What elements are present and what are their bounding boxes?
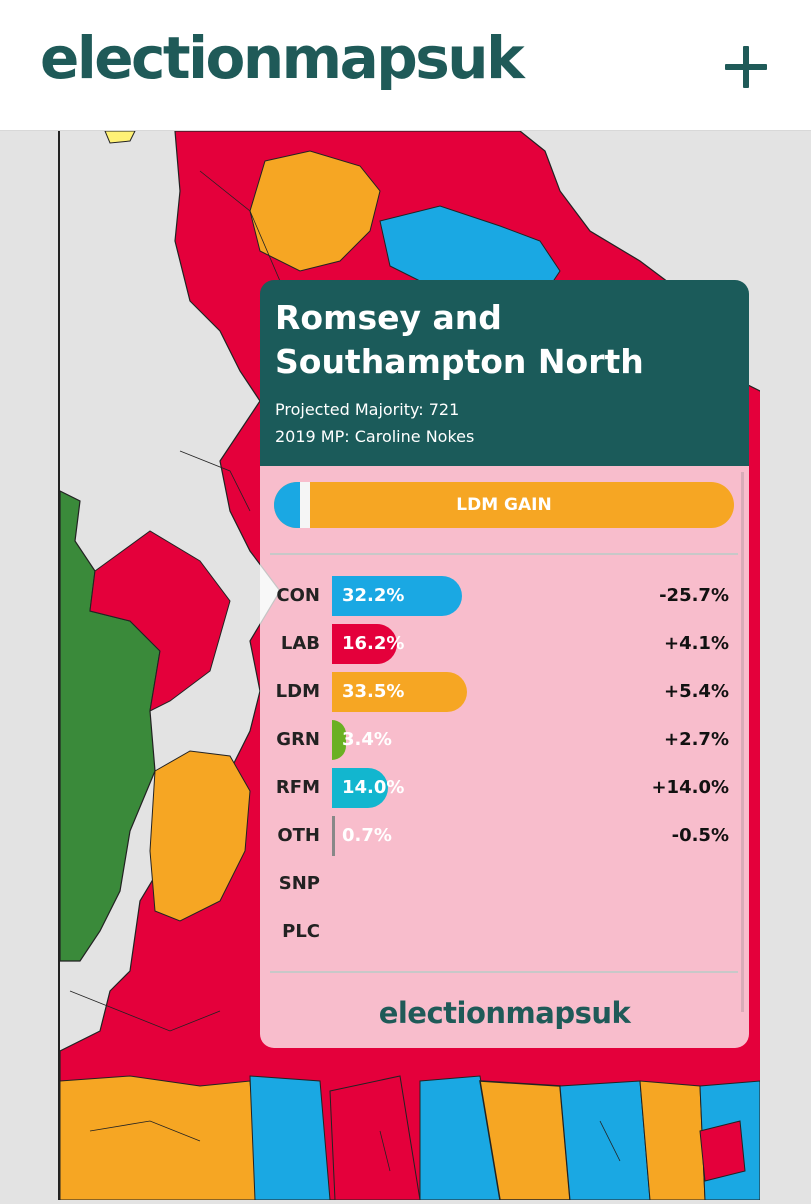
vote-share-bar [332,672,467,712]
plus-icon[interactable] [725,46,767,88]
vote-share-bar [332,576,462,616]
party-name: LDM [275,681,320,702]
vote-share-change: -25.7% [659,585,729,606]
divider-top [270,553,738,555]
card-body: LDM GAIN CON 32.2% -25.7% LAB 16.2% +4.1% LDM 3… [260,466,749,1048]
vote-share-bar [332,816,335,856]
vote-share-change: +2.7% [663,729,729,750]
party-row-grn: GRN 3.4% +2.7% [260,720,749,760]
vote-share-bar [332,720,346,760]
vote-share-change: +14.0% [651,777,729,798]
party-row-rfm: RFM 14.0% +14.0% [260,768,749,808]
result-bar: LDM GAIN [274,482,734,528]
projected-majority: Projected Majority: 721 [275,400,460,419]
app-header: electionmapsuk [0,0,811,131]
card-header: Romsey and Southampton North Projected M… [260,280,749,466]
result-bar-previous-winner [274,482,300,528]
party-name: SNP [278,873,320,894]
vote-share-percent: 33.5% [342,681,405,702]
result-bar-separator [300,482,310,528]
vote-share-change: +5.4% [663,681,729,702]
vote-share-bar [332,624,398,664]
party-row-ldm: LDM 33.5% +5.4% [260,672,749,712]
vote-share-bar [332,768,389,808]
vote-share-percent: 32.2% [342,585,405,606]
previous-mp: 2019 MP: Caroline Nokes [275,427,475,446]
vote-share-percent: 3.4% [342,729,392,750]
party-row-con: CON 32.2% -25.7% [260,576,749,616]
plus-icon-vertical [743,46,749,88]
constituency-title: Romsey and Southampton North [275,298,644,381]
vote-share-percent: 14.0% [342,777,405,798]
vote-share-change: -0.5% [671,825,729,846]
footer-logo: electionmapsuk [378,996,631,1030]
scrollbar[interactable] [741,472,744,1012]
party-name: CON [276,585,320,606]
constituency-card: Romsey and Southampton North Projected M… [260,280,749,1048]
party-row-snp: SNP [260,864,749,904]
party-name: PLC [282,921,320,942]
party-row-lab: LAB 16.2% +4.1% [260,624,749,664]
party-name: OTH [277,825,320,846]
divider-bottom [270,971,738,973]
party-name: LAB [280,633,320,654]
party-row-plc: PLC [260,912,749,952]
vote-share-percent: 0.7% [342,825,392,846]
party-name: RFM [275,777,320,798]
site-logo[interactable]: electionmapsuk [40,24,525,92]
vote-share-change: +4.1% [663,633,729,654]
vote-share-percent: 16.2% [342,633,405,654]
party-row-oth: OTH 0.7% -0.5% [260,816,749,856]
party-name: GRN [276,729,320,750]
result-label: LDM GAIN [456,495,552,515]
